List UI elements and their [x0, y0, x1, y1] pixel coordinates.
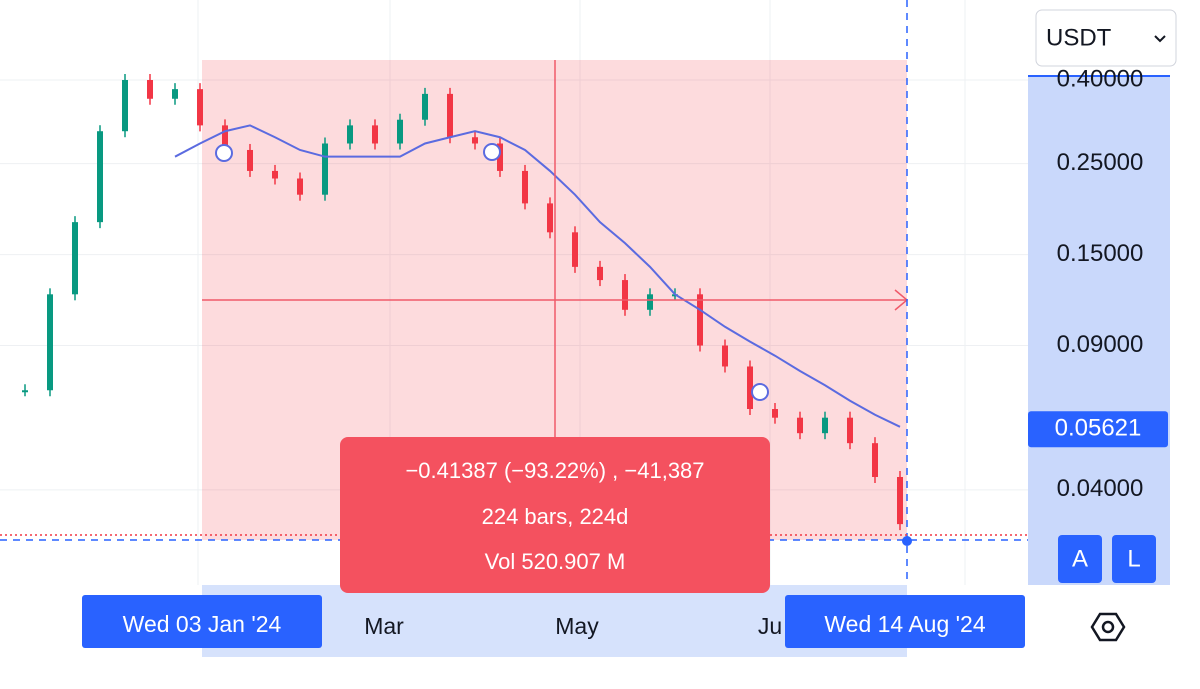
candle	[197, 89, 203, 126]
y-tick-label: 0.40000	[1057, 65, 1144, 92]
x-tick-label: Mar	[364, 613, 404, 639]
candle	[172, 89, 178, 99]
y-tick-label: 0.15000	[1057, 240, 1144, 267]
candle	[122, 80, 128, 132]
measure-box	[340, 437, 770, 593]
date-badge-text: Wed 14 Aug '24	[824, 611, 985, 637]
candle	[647, 294, 653, 310]
candle	[147, 80, 153, 99]
chevron	[1154, 35, 1166, 43]
candle	[847, 417, 853, 444]
candle	[422, 93, 428, 120]
candle	[322, 143, 328, 195]
settings-icon[interactable]	[1090, 612, 1126, 642]
candle	[747, 366, 753, 410]
candle	[797, 417, 803, 434]
candle	[247, 149, 253, 171]
candle	[897, 476, 903, 525]
candle	[47, 294, 53, 391]
measure-text: 224 bars, 224d	[482, 504, 629, 529]
x-tick-label: May	[555, 613, 599, 639]
moving-average	[174, 124, 901, 428]
cursor-dot	[902, 536, 912, 546]
candle	[597, 266, 603, 281]
currency-text: USDT	[1046, 24, 1112, 51]
candle	[547, 203, 553, 233]
measure-text: Vol 520.907 M	[485, 549, 626, 574]
candle	[97, 131, 103, 223]
signal-marker	[215, 144, 233, 162]
axis-highlight	[1028, 75, 1170, 585]
candle	[272, 170, 278, 179]
auto-button[interactable]	[1058, 535, 1102, 583]
marks	[22, 74, 903, 531]
x-tick-label: Ju	[758, 613, 782, 639]
y-axis: 0.40000 0.25000 0.15000 0.09000 0.04000 0.056…	[1028, 65, 1168, 502]
y-tick-label: 0.25000	[1057, 149, 1144, 176]
settings-icon-center	[1101, 620, 1115, 634]
candle	[22, 390, 28, 393]
candle	[697, 294, 703, 346]
candle	[72, 222, 78, 295]
date-badge	[785, 595, 1025, 648]
currency-select[interactable]	[1035, 9, 1177, 67]
candle	[722, 345, 728, 367]
grid	[0, 0, 1028, 585]
log-button[interactable]	[1112, 535, 1156, 583]
candle	[347, 125, 353, 144]
y-tick-label: 0.04000	[1057, 475, 1144, 502]
signal-marker	[751, 383, 769, 401]
candle	[872, 443, 878, 477]
candle	[622, 280, 628, 310]
candle	[497, 143, 503, 171]
candle	[522, 170, 528, 204]
price-badge	[1028, 411, 1168, 448]
measure-text: −0.41387 (−93.22%) , −41,387	[405, 458, 704, 483]
candle	[397, 119, 403, 144]
candle	[772, 409, 778, 418]
candle	[822, 417, 828, 434]
y-tick-label: 0.09000	[1057, 331, 1144, 358]
candle	[447, 93, 453, 138]
price-badge-text: 0.05621	[1055, 415, 1142, 442]
date-badge	[82, 595, 322, 648]
candle	[372, 125, 378, 144]
candle	[472, 137, 478, 144]
candle	[572, 232, 578, 267]
signal-marker	[483, 143, 501, 161]
button-text: L	[1127, 545, 1140, 572]
date-badge-text: Wed 03 Jan '24	[123, 611, 282, 637]
button-text: A	[1072, 545, 1088, 572]
candle	[297, 178, 303, 195]
candle	[222, 125, 228, 150]
